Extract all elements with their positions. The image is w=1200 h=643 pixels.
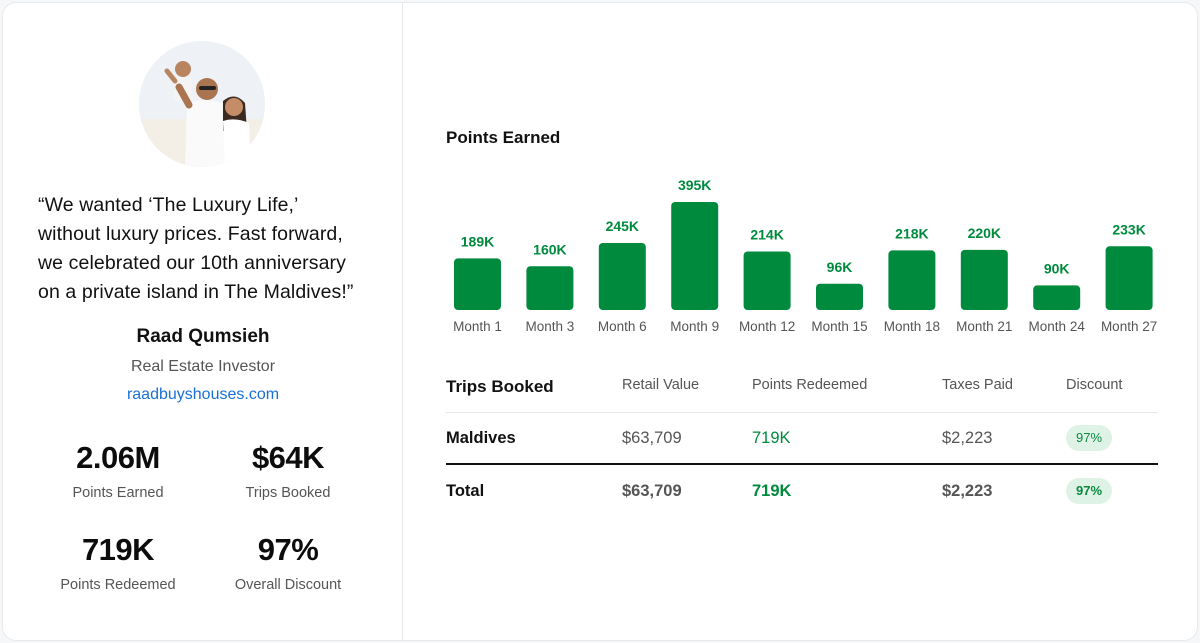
stat-label: Trips Booked — [245, 485, 331, 501]
bar-data-label: 245K — [606, 218, 639, 234]
bar-data-label: 233K — [1112, 221, 1145, 237]
column-header: Points Redeemed — [752, 377, 868, 393]
total-label: Total — [446, 482, 485, 500]
chart-title: Points Earned — [446, 128, 561, 147]
bar — [526, 266, 574, 310]
stat-label: Overall Discount — [234, 577, 342, 593]
bar — [743, 251, 791, 310]
discount-badge: 97% — [1066, 425, 1112, 451]
retail-value: $63,709 — [622, 429, 682, 447]
x-tick-label: Month 12 — [739, 319, 795, 334]
x-tick-label: Month 15 — [811, 319, 867, 334]
bar — [598, 243, 646, 310]
x-tick-label: Month 27 — [1101, 319, 1157, 334]
stat-points-earned: 2.06M Points Earned — [33, 440, 203, 501]
quote-line: without luxury prices. Fast forward, — [38, 223, 343, 245]
x-tick-label: Month 18 — [884, 319, 940, 334]
taxes-paid: $2,223 — [942, 429, 993, 447]
bar-data-label: 90K — [1044, 260, 1070, 276]
bar — [888, 250, 936, 310]
bar-data-label: 189K — [461, 233, 494, 249]
points-redeemed: 719K — [752, 429, 791, 447]
bar — [816, 283, 863, 310]
total-taxes-paid: $2,223 — [942, 482, 993, 500]
quote-line: on a private island in The Maldives!” — [38, 281, 354, 303]
person-role: Real Estate Investor — [130, 358, 276, 375]
stat-value: $64K — [251, 440, 325, 475]
person-name: Raad Qumsieh — [136, 326, 270, 347]
total-points-redeemed: 719K — [752, 482, 792, 500]
bar — [1033, 285, 1081, 310]
quote-line: “We wanted ‘The Luxury Life,’ — [38, 194, 299, 216]
column-header: Retail Value — [622, 377, 700, 393]
column-header: Taxes Paid — [942, 377, 1013, 393]
x-tick-label: Month 1 — [453, 319, 502, 334]
stat-label: Points Redeemed — [60, 577, 176, 593]
bar-data-label: 218K — [895, 225, 928, 241]
testimonial-quote: “We wanted ‘The Luxury Life,’ without lu… — [38, 191, 378, 307]
stat-trips-booked: $64K Trips Booked — [203, 440, 373, 501]
family-photo-icon — [139, 41, 265, 167]
divider — [446, 412, 1158, 413]
bar — [960, 249, 1008, 310]
stat-value: 97% — [257, 532, 319, 567]
stat-overall-discount: 97% Overall Discount — [203, 532, 373, 593]
results-panel: Points Earned 189K Month 1 160K Month 3 245K… — [403, 3, 1197, 640]
bar-data-label: 96K — [827, 259, 853, 275]
bar — [1105, 246, 1153, 310]
stat-points-redeemed: 719K Points Redeemed — [33, 532, 203, 593]
total-retail-value: $63,709 — [622, 482, 682, 500]
table-title: Trips Booked — [446, 377, 554, 396]
total-divider — [446, 463, 1158, 465]
bar-data-label: 160K — [533, 241, 566, 257]
testimonial-panel: “We wanted ‘The Luxury Life,’ without lu… — [3, 3, 403, 640]
bar — [671, 202, 719, 310]
bar-data-label: 220K — [968, 225, 1001, 241]
x-tick-label: Month 24 — [1029, 319, 1086, 334]
x-tick-label: Month 3 — [526, 319, 575, 334]
stat-label: Points Earned — [72, 485, 164, 501]
total-discount-badge: 97% — [1066, 478, 1112, 504]
avatar — [139, 41, 265, 167]
bar — [454, 258, 501, 310]
bar-data-label: 395K — [678, 177, 711, 193]
x-tick-label: Month 21 — [956, 319, 1012, 334]
x-tick-label: Month 6 — [598, 319, 647, 334]
stat-value: 719K — [81, 532, 155, 567]
quote-line: we celebrated our 10th anniversary — [38, 252, 346, 274]
bar-data-label: 214K — [750, 226, 783, 242]
website-link[interactable]: raadbuyshouses.com — [126, 386, 280, 403]
column-header: Discount — [1066, 377, 1123, 393]
x-tick-label: Month 9 — [670, 319, 719, 334]
stat-value: 2.06M — [76, 440, 160, 475]
points-earned-chart: 189K Month 1 160K Month 3 245K Month 6 395K Mon… — [453, 177, 1157, 334]
trip-name: Maldives — [446, 429, 516, 447]
